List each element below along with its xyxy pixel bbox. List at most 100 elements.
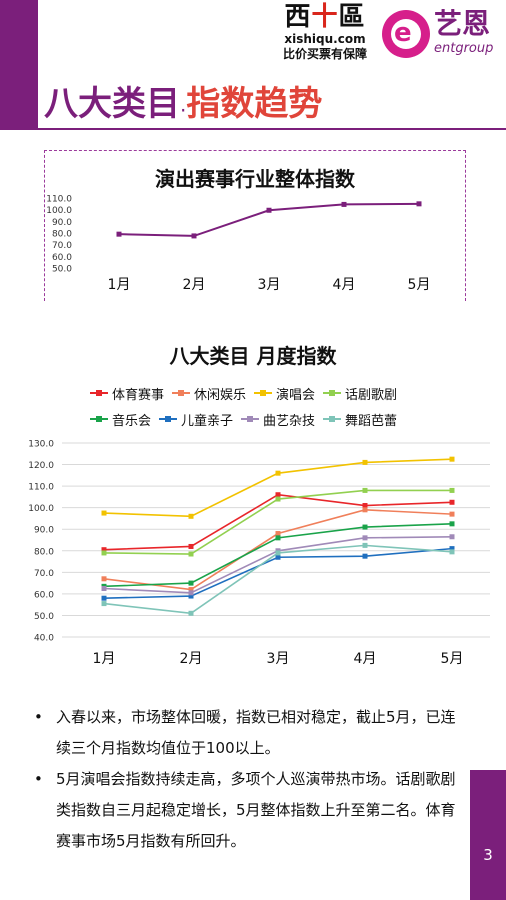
data-point [101, 576, 107, 582]
entgroup-mark-icon: e [382, 10, 430, 58]
data-point [101, 510, 107, 516]
logo-slogan: 比价买票有保障 [282, 47, 367, 61]
legend-item: 曲艺杂技 [241, 406, 315, 432]
logo-url: xishiqu.com [284, 32, 366, 46]
data-point [449, 521, 455, 527]
data-point [449, 511, 455, 517]
header-logos: 西十區 xishiqu.com 比价买票有保障 e 艺恩 entgroup [270, 2, 506, 72]
bullet-dot: • [34, 708, 43, 726]
chart2-legend: 体育赛事 休闲娱乐 演唱会 话剧歌剧 音乐会 儿童亲子 曲艺杂技 舞蹈芭蕾 [90, 380, 450, 432]
data-point [362, 553, 368, 559]
y-tick-label: 60.0 [52, 253, 72, 263]
y-tick-label: 70.0 [34, 569, 54, 579]
legend-swatch [323, 388, 342, 398]
legend-label: 曲艺杂技 [263, 413, 316, 429]
x-tick-label: 3月 [258, 277, 281, 293]
title-part-1: 八大类目 [44, 84, 180, 124]
data-point [101, 547, 107, 553]
logo-char-3: 區 [338, 2, 366, 32]
bullet-text: 5月演唱会指数持续走高，多项个人巡演带热市场。话剧歌剧类指数自三月起稳定增长，5… [56, 770, 456, 850]
x-tick-label: 4月 [333, 277, 356, 293]
series-line [103, 493, 453, 551]
y-tick-label: 100.0 [46, 206, 72, 216]
legend-swatch [159, 414, 178, 424]
x-tick-label: 2月 [180, 651, 203, 667]
data-point [362, 535, 368, 541]
y-tick-label: 80.0 [52, 230, 72, 240]
x-tick-label: 3月 [267, 651, 290, 667]
legend-row: 体育赛事 休闲娱乐 演唱会 话剧歌剧 [90, 380, 450, 406]
x-tick-label: 5月 [408, 277, 431, 293]
y-tick-label: 120.0 [28, 461, 54, 471]
data-point [416, 201, 422, 207]
legend-item: 舞蹈芭蕾 [323, 406, 397, 432]
y-tick-label: 110.0 [28, 483, 54, 493]
data-point [116, 231, 122, 237]
legend-label: 话剧歌剧 [345, 387, 398, 403]
y-tick-label: 60.0 [34, 590, 54, 600]
data-point [275, 531, 281, 537]
right-accent-bar [470, 770, 506, 900]
entgroup-name: 艺恩 [434, 7, 491, 40]
y-tick-label: 100.0 [28, 504, 54, 514]
y-tick-label: 80.0 [34, 547, 54, 557]
data-point [275, 492, 281, 498]
data-point [275, 496, 281, 502]
legend-item: 休闲娱乐 [172, 380, 246, 406]
data-point [188, 587, 194, 593]
legend-row: 音乐会 儿童亲子 曲艺杂技 舞蹈芭蕾 [90, 406, 450, 432]
data-point [362, 487, 368, 493]
y-tick-label: 110.0 [46, 195, 72, 205]
data-point [362, 507, 368, 513]
bullet-item: • 入春以来，市场整体回暖，指数已相对稳定，截止5月，已连续三个月指数均值位于1… [34, 702, 464, 764]
data-point [362, 542, 368, 548]
data-point [188, 580, 194, 586]
legend-item: 音乐会 [90, 406, 151, 432]
chart1-frame: 演出赛事行业整体指数 [44, 150, 466, 301]
data-point [101, 601, 107, 607]
legend-label: 音乐会 [112, 413, 152, 429]
data-point [191, 233, 197, 239]
data-point [275, 550, 281, 556]
legend-swatch [172, 388, 191, 398]
y-tick-label: 90.0 [34, 526, 54, 536]
data-point [101, 550, 107, 556]
title-part-2: 指数趋势 [186, 84, 323, 124]
legend-swatch [323, 414, 342, 424]
title-dot: · [180, 98, 187, 123]
x-tick-label: 1月 [93, 651, 116, 667]
page-number: 3 [483, 846, 493, 864]
data-point [188, 543, 194, 549]
legend-swatch [90, 414, 108, 424]
data-point [275, 535, 281, 541]
legend-label: 演唱会 [276, 387, 316, 403]
y-tick-label: 50.0 [52, 265, 72, 275]
data-point [449, 546, 455, 552]
logo-char-2: 十 [311, 2, 339, 32]
x-tick-label: 4月 [354, 651, 377, 667]
legend-swatch [254, 388, 273, 398]
data-point [101, 586, 107, 591]
y-tick-label: 130.0 [28, 440, 54, 450]
y-tick-label: 50.0 [34, 612, 54, 622]
chart1-title: 演出赛事行业整体指数 [155, 167, 355, 191]
legend-item: 话剧歌剧 [323, 380, 397, 406]
data-point [362, 503, 368, 509]
y-tick-label: 40.0 [34, 634, 54, 644]
data-point [362, 459, 368, 465]
xishiqu-logo: 西十區 xishiqu.com 比价买票有保障 [270, 2, 380, 62]
bullet-text: 入春以来，市场整体回暖，指数已相对稳定，截止5月，已连续三个月指数均值位于100… [56, 708, 456, 757]
data-point [449, 487, 455, 493]
data-point [275, 554, 281, 560]
legend-label: 休闲娱乐 [194, 387, 247, 403]
x-tick-label: 5月 [441, 651, 464, 667]
data-point [188, 610, 194, 616]
x-tick-label: 1月 [108, 277, 131, 293]
title-underline [38, 128, 506, 130]
data-point [449, 456, 455, 462]
legend-item: 儿童亲子 [159, 406, 233, 432]
entgroup-logo: e 艺恩 entgroup [382, 8, 502, 68]
x-tick-label: 2月 [183, 277, 206, 293]
bullet-item: • 5月演唱会指数持续走高，多项个人巡演带热市场。话剧歌剧类指数自三月起稳定增长… [34, 764, 464, 857]
